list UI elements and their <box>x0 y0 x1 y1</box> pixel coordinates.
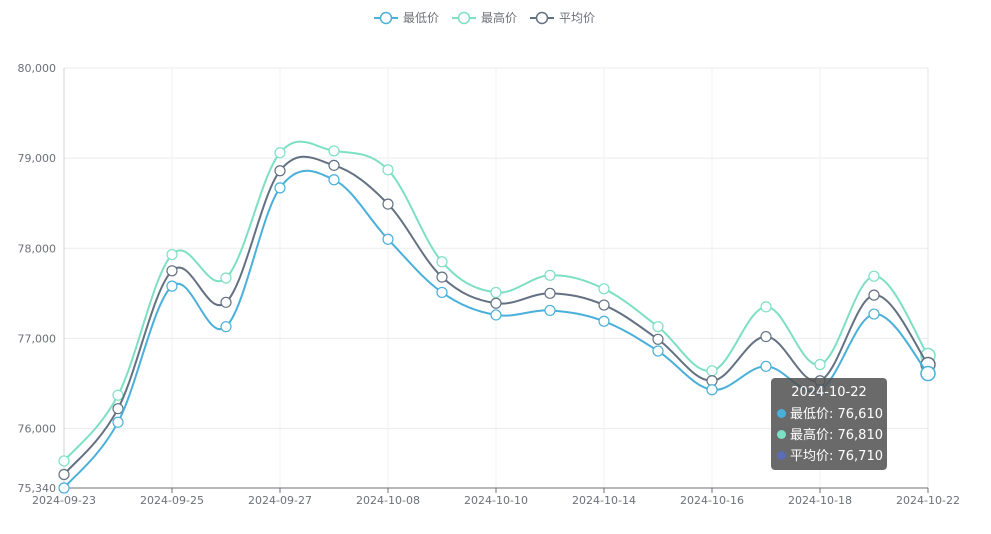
data-point <box>598 299 610 311</box>
x-tick-label: 2024-10-16 <box>680 494 744 507</box>
x-tick-label: 2024-09-25 <box>140 494 204 507</box>
x-tick-label: 2024-10-14 <box>572 494 636 507</box>
legend-item-0[interactable]: 最低价 <box>374 11 439 25</box>
data-point <box>760 330 772 343</box>
data-point <box>544 304 556 317</box>
data-point <box>220 272 232 284</box>
data-point <box>760 301 772 313</box>
x-tick-label: 2024-10-08 <box>356 494 420 507</box>
data-point <box>382 233 394 245</box>
tooltip-row-avg: 平均价: 76,710 <box>771 446 887 467</box>
data-point <box>58 482 70 494</box>
data-point <box>328 159 340 171</box>
data-point <box>490 297 502 309</box>
data-point <box>166 265 178 277</box>
x-tick-label: 2024-09-23 <box>32 494 96 507</box>
x-tick-label: 2024-10-10 <box>464 494 528 507</box>
y-tick-label: 75,340 <box>18 482 57 495</box>
tooltip-label-avg: 平均价: 76,710 <box>790 449 883 464</box>
data-point <box>436 286 448 299</box>
y-tick-label: 76,000 <box>18 423 57 436</box>
data-point <box>112 389 124 401</box>
legend-label: 最低价 <box>403 11 439 25</box>
series-line-0 <box>63 169 929 489</box>
data-point <box>112 403 124 415</box>
data-point <box>112 416 124 428</box>
tooltip-row-min: 最低价: 76,610 <box>771 404 887 425</box>
data-point <box>598 283 610 295</box>
legend-marker <box>535 11 549 25</box>
series-line-2 <box>63 155 929 476</box>
tooltip-dot-avg <box>777 451 786 460</box>
legend-marker <box>457 11 471 25</box>
x-tick-label: 2024-09-27 <box>248 494 312 507</box>
data-point <box>436 271 448 283</box>
x-tick-label: 2024-10-22 <box>896 494 960 507</box>
data-point <box>328 174 340 186</box>
data-point <box>382 198 394 210</box>
data-point <box>220 296 232 308</box>
data-point <box>652 333 664 345</box>
data-point <box>58 468 70 481</box>
legend-label: 平均价 <box>559 11 595 25</box>
y-tick-label: 79,000 <box>18 152 57 165</box>
data-point <box>274 165 286 177</box>
series-line-1 <box>63 140 929 462</box>
data-point <box>166 248 178 261</box>
tooltip-label-max: 最高价: 76,810 <box>790 428 883 443</box>
y-tick-label: 80,000 <box>18 62 57 75</box>
data-point <box>598 315 610 327</box>
data-point <box>814 358 826 371</box>
data-point <box>274 147 286 159</box>
tooltip-title: 2024-10-22 <box>791 385 867 400</box>
data-point <box>436 256 448 268</box>
legend-label: 最高价 <box>481 10 517 25</box>
data-point <box>706 384 718 396</box>
tooltip-label-min: 最低价: 76,610 <box>790 407 883 422</box>
data-point <box>382 164 394 176</box>
data-point <box>868 308 880 320</box>
tooltip-dot-min <box>777 409 786 418</box>
data-point <box>328 145 340 157</box>
data-point <box>490 286 502 299</box>
data-point <box>652 321 664 333</box>
data-point <box>544 287 556 299</box>
data-point <box>760 360 772 372</box>
data-point <box>490 309 502 321</box>
data-point <box>220 321 232 333</box>
y-tick-label: 77,000 <box>18 332 57 345</box>
legend-marker <box>379 11 393 25</box>
data-point <box>58 455 70 467</box>
data-point <box>544 269 556 281</box>
data-point <box>868 289 880 301</box>
data-point <box>274 182 286 194</box>
data-point <box>920 365 936 382</box>
data-point <box>868 270 880 282</box>
series-group <box>58 140 936 494</box>
legend[interactable]: 最低价 最高价 平均价 <box>374 10 595 25</box>
x-tick-label: 2024-10-18 <box>788 494 852 507</box>
legend-item-1[interactable]: 最高价 <box>452 10 517 25</box>
axes: 75,340 76,000 77,000 78,000 79,000 80,000 2024… <box>18 62 960 507</box>
data-point <box>166 280 178 292</box>
tooltip-row-max: 最高价: 76,810 <box>771 425 887 446</box>
data-tooltip: 2024-10-22 最低价: 76,610 最高价: 76,810 平均价: … <box>771 378 887 470</box>
data-point <box>652 345 664 357</box>
y-tick-label: 78,000 <box>18 242 57 255</box>
tooltip-dot-max <box>777 430 786 439</box>
legend-item-2[interactable]: 平均价 <box>530 11 595 25</box>
data-point <box>706 365 718 377</box>
